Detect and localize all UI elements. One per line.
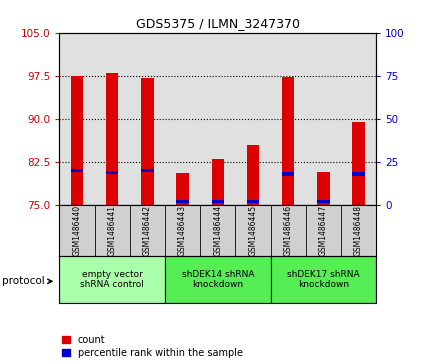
Bar xyxy=(247,200,259,203)
Bar xyxy=(106,171,118,174)
Text: protocol: protocol xyxy=(2,276,45,286)
Text: GSM1486440: GSM1486440 xyxy=(73,205,81,256)
Text: GSM1486444: GSM1486444 xyxy=(213,205,222,256)
Bar xyxy=(282,77,294,205)
Bar xyxy=(59,256,165,303)
Bar xyxy=(247,145,259,205)
Text: GSM1486446: GSM1486446 xyxy=(284,205,293,256)
Bar xyxy=(141,169,154,172)
Bar xyxy=(165,256,271,303)
Legend: count, percentile rank within the sample: count, percentile rank within the sample xyxy=(62,335,242,358)
Text: GSM1486445: GSM1486445 xyxy=(249,205,257,256)
Bar xyxy=(317,200,330,203)
Bar xyxy=(212,200,224,203)
Bar xyxy=(352,122,365,205)
Title: GDS5375 / ILMN_3247370: GDS5375 / ILMN_3247370 xyxy=(136,17,300,30)
Bar xyxy=(106,73,118,205)
Bar xyxy=(282,172,294,176)
Text: shDEK14 shRNA
knockdown: shDEK14 shRNA knockdown xyxy=(182,270,254,289)
Bar xyxy=(212,159,224,205)
Text: GSM1486443: GSM1486443 xyxy=(178,205,187,256)
Bar xyxy=(176,174,189,205)
Bar xyxy=(71,169,83,172)
Text: shDEK17 shRNA
knockdown: shDEK17 shRNA knockdown xyxy=(287,270,360,289)
Bar xyxy=(271,256,376,303)
Bar xyxy=(352,172,365,176)
Text: GSM1486441: GSM1486441 xyxy=(108,205,117,256)
Text: GSM1486448: GSM1486448 xyxy=(354,205,363,256)
Bar xyxy=(71,76,83,205)
Text: GSM1486447: GSM1486447 xyxy=(319,205,328,256)
Text: empty vector
shRNA control: empty vector shRNA control xyxy=(80,270,144,289)
Text: GSM1486442: GSM1486442 xyxy=(143,205,152,256)
Bar xyxy=(141,77,154,205)
Bar xyxy=(176,200,189,203)
Bar xyxy=(317,172,330,205)
